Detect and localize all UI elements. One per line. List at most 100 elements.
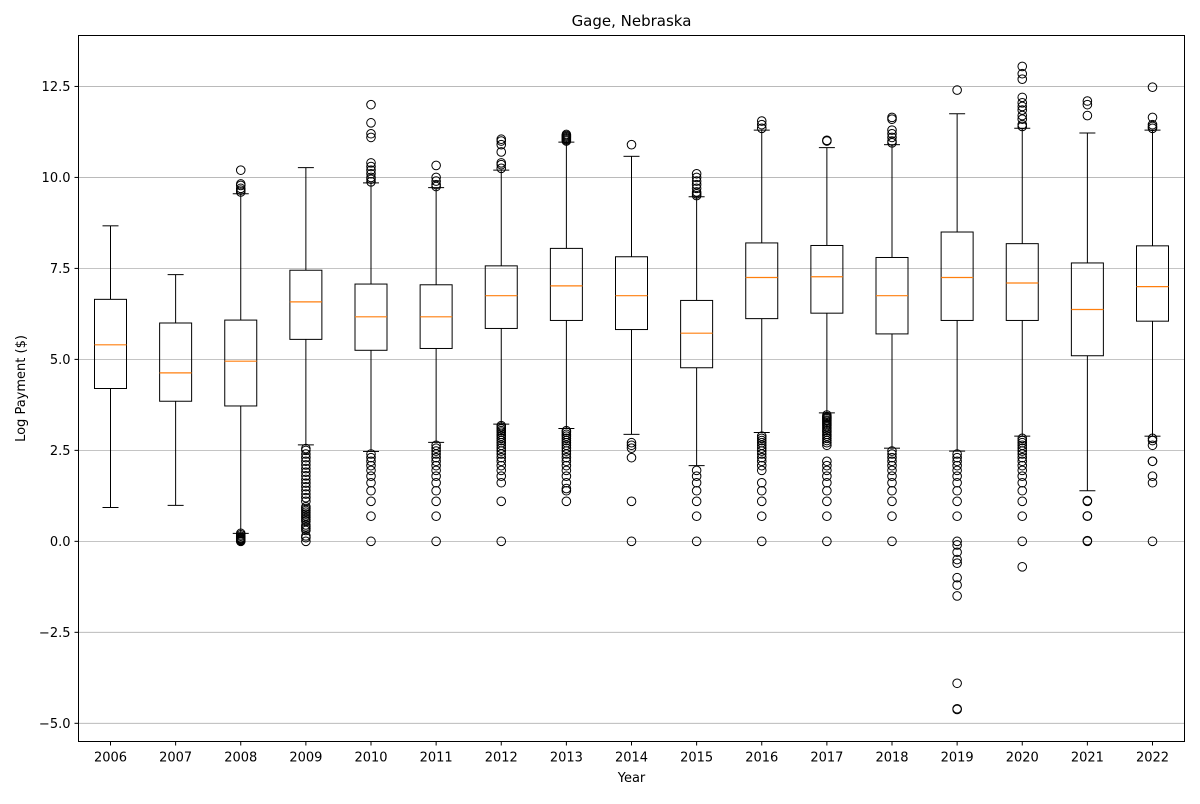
outlier-point [887, 449, 897, 459]
outlier-point [1017, 496, 1028, 507]
outlier-point [301, 456, 311, 467]
outlier-point [1017, 471, 1028, 482]
outlier-point [561, 129, 572, 140]
outlier-point [431, 471, 441, 482]
outlier-point [431, 160, 441, 171]
box-series [94, 61, 1169, 715]
outlier-point [496, 496, 507, 507]
outlier-point [366, 460, 376, 471]
outlier-point [561, 483, 572, 494]
outlier-point [431, 477, 441, 488]
x-tick-label: 2021 [1071, 751, 1104, 766]
outlier-point [1017, 435, 1028, 446]
outlier-point [1082, 110, 1093, 121]
outlier-point [561, 460, 572, 471]
outlier-point [626, 496, 637, 507]
outlier-point [431, 485, 441, 496]
outlier-point [887, 477, 897, 488]
box-2020 [1005, 61, 1039, 572]
outlier-point [822, 135, 832, 146]
iqr-box [745, 242, 779, 320]
x-tick-label: 2015 [680, 751, 713, 766]
outlier-point [366, 118, 376, 128]
outlier-point [366, 477, 376, 488]
outlier-point [691, 183, 702, 194]
outlier-point [756, 431, 767, 441]
y-tick-label: 7.5 [50, 262, 71, 277]
outlier-point [301, 467, 311, 478]
outlier-point [691, 471, 702, 482]
iqr-box [1136, 245, 1169, 322]
outlier-point [952, 540, 962, 550]
outlier-point [301, 481, 311, 492]
outlier-point [366, 511, 376, 522]
outlier-point [496, 158, 507, 168]
x-tick-label: 2020 [1006, 751, 1039, 766]
outlier-point [887, 446, 897, 456]
outlier-point [1017, 536, 1028, 547]
outlier-point [952, 485, 962, 496]
outlier-point [496, 433, 507, 444]
y-tick-label: 2.5 [50, 444, 71, 459]
outlier-point [952, 460, 962, 471]
outlier-point [626, 452, 637, 463]
outlier-point [561, 429, 572, 440]
outlier-point [496, 139, 507, 150]
x-tick-label: 2010 [354, 751, 387, 766]
outlier-point [1017, 105, 1028, 115]
box-2021 [1070, 96, 1104, 547]
outlier-point [1017, 68, 1028, 79]
outlier-point [496, 147, 507, 157]
x-tick-label: 2016 [745, 751, 778, 766]
outlier-point [561, 471, 572, 482]
outlier-point [1017, 456, 1028, 467]
outlier-point [1017, 562, 1028, 572]
outlier-point [822, 485, 832, 496]
outlier-point [822, 433, 832, 444]
outlier-point [496, 460, 507, 471]
outlier-point [301, 463, 311, 474]
outlier-point [561, 425, 572, 436]
outlier-point [561, 443, 572, 453]
iqr-box [159, 322, 193, 402]
outlier-point [1147, 433, 1158, 444]
iqr-box [1005, 243, 1039, 321]
outlier-point [235, 528, 246, 539]
outlier-point [691, 172, 702, 183]
outlier-point [431, 446, 441, 456]
x-tick-label: 2008 [224, 751, 257, 766]
outlier-point [1082, 511, 1093, 521]
outlier-point [756, 496, 767, 507]
outlier-point [887, 125, 897, 135]
outlier-point [887, 496, 897, 507]
outlier-point [756, 485, 767, 496]
outlier-point [756, 511, 767, 522]
outlier-point [1017, 485, 1028, 496]
outlier-point [691, 176, 702, 186]
outlier-point [1147, 477, 1158, 488]
box-2017 [810, 135, 844, 547]
outlier-point [626, 437, 637, 448]
outlier-point [1082, 99, 1093, 110]
outlier-point [431, 443, 441, 453]
iqr-box [810, 244, 844, 314]
x-tick-label: 2007 [159, 751, 192, 766]
outlier-point [952, 536, 962, 547]
outlier-point [626, 536, 637, 547]
outlier-point [822, 511, 832, 522]
outlier-point [366, 132, 376, 143]
x-axis-label: Year [617, 771, 646, 786]
box-2006 [94, 225, 127, 509]
outlier-point [1082, 495, 1093, 506]
y-tick-label: 10.0 [42, 171, 71, 186]
outlier-point [1147, 471, 1158, 482]
outlier-point [626, 440, 637, 451]
outlier-point [496, 456, 507, 467]
y-axis-label: Log Payment ($) [14, 335, 29, 442]
outlier-point [1147, 536, 1158, 547]
box-2015 [680, 168, 714, 547]
outlier-point [952, 572, 962, 583]
outlier-point [952, 477, 962, 488]
outlier-point [952, 85, 962, 95]
